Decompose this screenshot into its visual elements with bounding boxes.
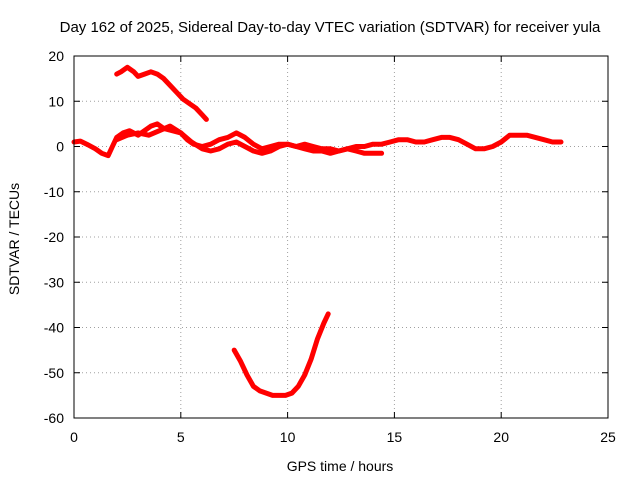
y-tick-label: -50 <box>44 365 64 381</box>
x-tick-label: 15 <box>387 429 403 445</box>
data-series <box>71 64 564 398</box>
y-tick-label: -40 <box>44 320 64 336</box>
y-tick-label: 20 <box>48 48 64 64</box>
y-tick-label: -60 <box>44 410 64 426</box>
x-tick-label: 10 <box>280 429 296 445</box>
x-tick-label: 20 <box>493 429 509 445</box>
x-tick-label: 25 <box>600 429 616 445</box>
y-tick-label: -30 <box>44 274 64 290</box>
y-tick-labels: 20 10 0 -10 -20 -30 -40 -50 -60 <box>44 48 64 426</box>
y-axis-label: SDTVAR / TECUs <box>6 183 22 295</box>
y-tick-label: 0 <box>56 139 64 155</box>
x-tick-labels: 0 5 10 15 20 25 <box>70 429 616 445</box>
y-tick-label: -20 <box>44 229 64 245</box>
x-axis-label: GPS time / hours <box>287 458 394 474</box>
x-tick-label: 5 <box>177 429 185 445</box>
plot-frame <box>73 55 609 419</box>
series-secondary-trace <box>114 123 385 156</box>
y-tick-label: -10 <box>44 184 64 200</box>
chart-title: Day 162 of 2025, Sidereal Day-to-day VTE… <box>60 19 601 36</box>
series-upper-segment <box>114 64 209 122</box>
series-lower-segment <box>231 311 331 398</box>
grid-lines <box>74 56 608 418</box>
x-tick-label: 0 <box>70 429 78 445</box>
y-tick-label: 10 <box>48 93 64 109</box>
